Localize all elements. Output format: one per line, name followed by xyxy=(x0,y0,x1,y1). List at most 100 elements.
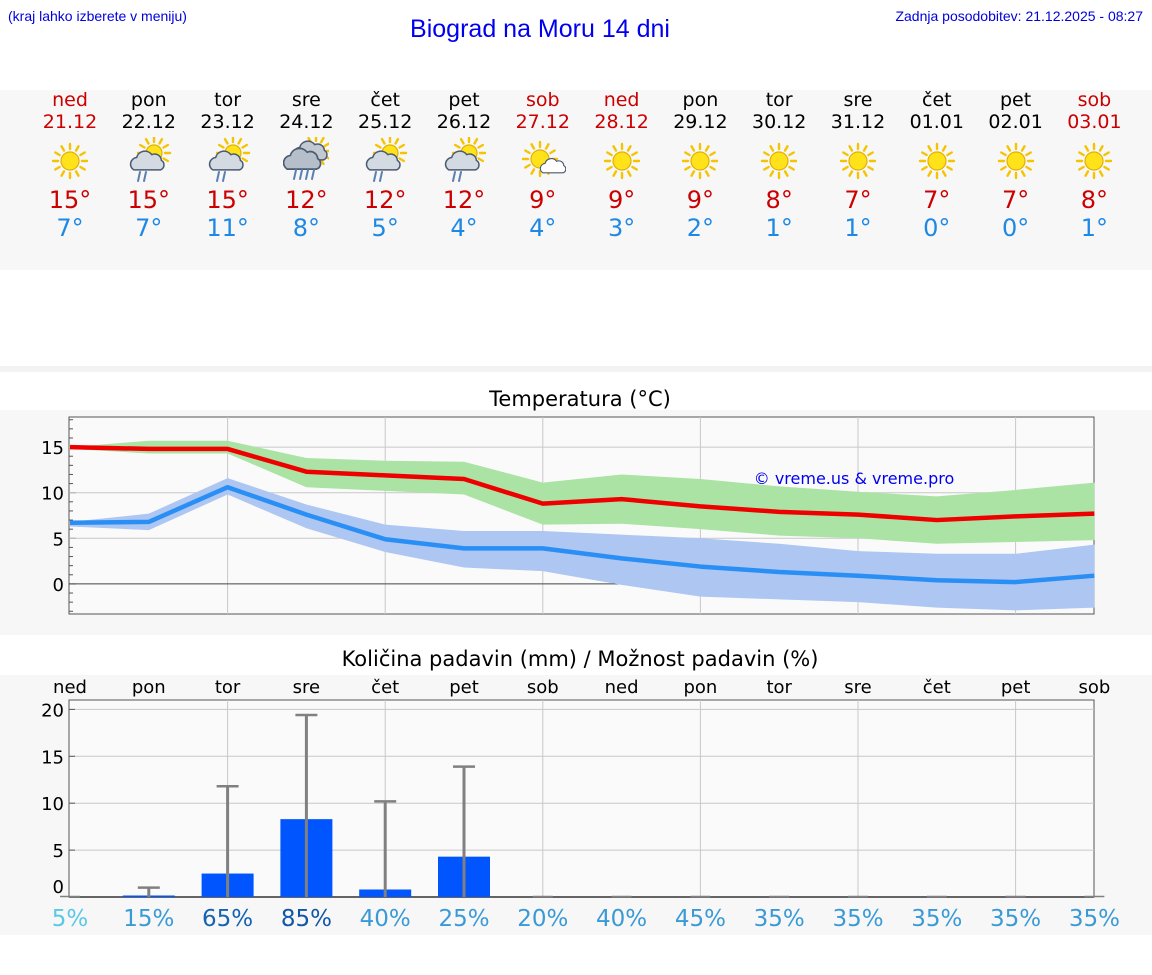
sun-ray xyxy=(690,170,696,177)
min-temp: 4° xyxy=(529,214,557,242)
sun-ray xyxy=(548,149,556,155)
rain-drop xyxy=(215,171,220,182)
rain-drop xyxy=(221,171,226,182)
sun-ray xyxy=(783,170,789,177)
rain-drop xyxy=(305,169,310,180)
precip-day-label: tor xyxy=(215,677,241,698)
sun-ray xyxy=(848,170,854,177)
sun-ray xyxy=(630,151,638,157)
min-temp: 0° xyxy=(1001,214,1030,242)
sun-ray xyxy=(842,151,849,157)
day-date: 02.01 xyxy=(988,111,1043,133)
precip-probability: 5% xyxy=(52,906,89,932)
day-date: 26.12 xyxy=(436,111,492,133)
sun-ray xyxy=(158,137,163,145)
sun-ray xyxy=(162,157,169,163)
sun-ray xyxy=(1084,145,1090,152)
precip-probability: 65% xyxy=(202,906,253,932)
day-forecast: čet 01.01 7° 0° xyxy=(897,89,977,242)
sun-ray xyxy=(240,157,248,163)
sun-cloud-rain-icon xyxy=(208,137,250,182)
sun-ray xyxy=(867,151,874,157)
sun-ray xyxy=(1005,170,1011,177)
max-temp: 9° xyxy=(529,186,557,214)
sun-heavy-cloud-rain-icon xyxy=(283,137,330,180)
temp-tick-label: 0 xyxy=(53,575,64,596)
precip-probability: 20% xyxy=(517,906,568,932)
max-temp: 15° xyxy=(206,186,249,214)
sun-ray xyxy=(144,137,150,145)
precip-tick-label: 20 xyxy=(41,700,64,721)
max-temp-line xyxy=(69,444,1095,523)
sun-ray xyxy=(60,170,66,177)
sun-shape xyxy=(839,142,877,180)
sun-ray xyxy=(999,151,1007,157)
min-temp: 1° xyxy=(1080,214,1109,242)
sun-ray xyxy=(394,137,400,145)
sun-ray xyxy=(945,165,953,171)
sun-ray xyxy=(611,170,617,177)
sun-ray xyxy=(842,165,849,171)
sun-icon xyxy=(760,142,798,180)
sun-ray xyxy=(684,165,692,171)
min-temp: 5° xyxy=(371,214,399,242)
sun-ray xyxy=(763,165,770,171)
sun-disc xyxy=(690,151,710,171)
sun-shape xyxy=(760,142,798,180)
sun-ray xyxy=(236,137,242,145)
sun-ray xyxy=(1103,165,1111,171)
sun-ray xyxy=(544,143,550,150)
max-temp: 12° xyxy=(285,186,328,214)
rain-drop xyxy=(136,171,141,182)
sun-ray xyxy=(705,170,711,177)
sun-cloud-rain-icon xyxy=(129,137,171,182)
day-forecast: pet 26.12 12° 4° xyxy=(424,89,504,242)
precip-day-label: ned xyxy=(605,677,639,698)
sun-ray xyxy=(1024,165,1032,171)
daily-forecast-strip xyxy=(0,90,1152,270)
precip-probability: 40% xyxy=(596,906,647,932)
sun-shape xyxy=(51,142,89,180)
sun-ray xyxy=(705,145,711,152)
precip-day-label: pon xyxy=(683,677,717,698)
sun-ray xyxy=(945,151,953,157)
sun-ray xyxy=(459,137,465,145)
cloud-shape xyxy=(444,150,480,171)
sun-ray xyxy=(769,170,775,177)
cloud-outline xyxy=(208,150,244,171)
sun-ray xyxy=(530,143,535,150)
cloud-shape xyxy=(208,150,244,171)
precip-probability: 35% xyxy=(1069,906,1120,932)
min-temp: 1° xyxy=(844,214,872,242)
sun-ray xyxy=(74,145,80,152)
day-date: 29.12 xyxy=(673,111,728,133)
cloud-shape xyxy=(365,150,401,171)
day-name: sre xyxy=(291,89,321,111)
sun-ray xyxy=(323,142,330,148)
sun-ray xyxy=(709,165,717,171)
precip-probability: 45% xyxy=(675,906,726,932)
rain-drop xyxy=(142,171,147,182)
sun-ray xyxy=(240,143,248,149)
last-updated: Zadnja posodobitev: 21.12.2025 - 08:27 xyxy=(895,8,1143,24)
sun-ray xyxy=(79,165,86,171)
precip-tick-label: 0 xyxy=(53,877,64,898)
day-date: 28.12 xyxy=(594,111,649,133)
max-temp: 8° xyxy=(1080,186,1109,214)
sun-ray xyxy=(1078,151,1086,157)
precip-day-label: čet xyxy=(923,677,951,698)
day-name: sob xyxy=(526,89,560,111)
sun-icon xyxy=(997,142,1034,180)
sun-ray xyxy=(605,165,613,171)
day-forecast: čet 25.12 12° 5° xyxy=(345,89,425,242)
precip-probability: 35% xyxy=(911,906,962,932)
sun-ray xyxy=(862,170,868,177)
sun-ray xyxy=(1099,170,1105,177)
sun-ray xyxy=(788,151,796,157)
sun-ray xyxy=(605,151,613,157)
min-temp: 8° xyxy=(292,214,321,242)
sun-ray xyxy=(927,170,932,177)
sun-ray xyxy=(1020,145,1026,152)
max-temp: 12° xyxy=(363,186,407,214)
